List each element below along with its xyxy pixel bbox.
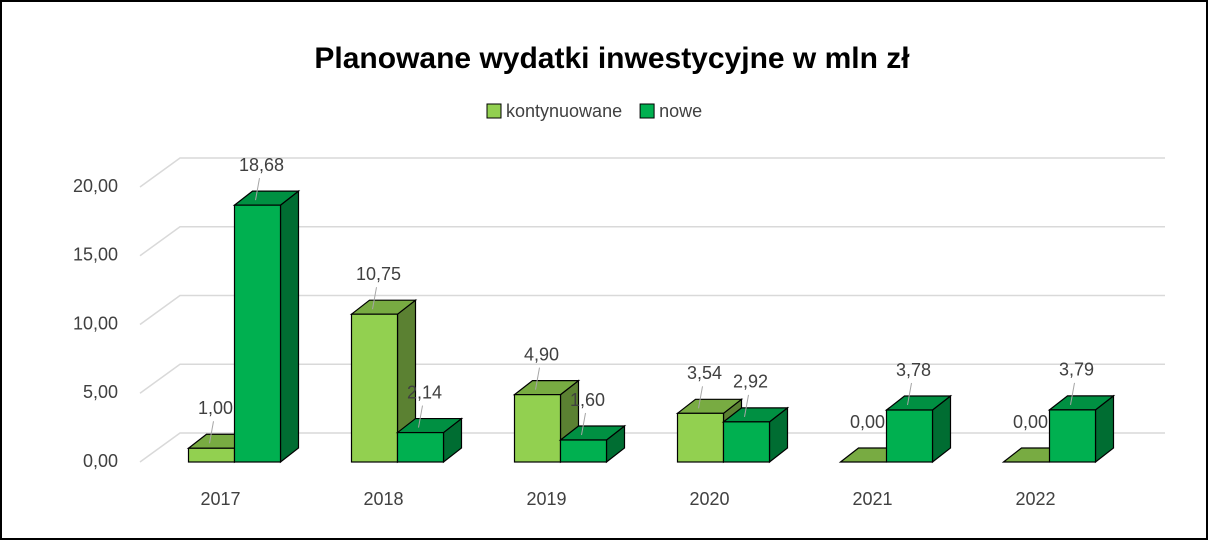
- x-tick-label: 2020: [689, 489, 729, 509]
- value-label: 2,14: [407, 382, 442, 402]
- legend-swatch: [639, 103, 655, 119]
- x-tick-label: 2018: [363, 489, 403, 509]
- x-tick-label: 2017: [200, 489, 240, 509]
- leader-line: [698, 386, 703, 409]
- value-label: 10,75: [356, 264, 401, 284]
- bar: [232, 189, 301, 464]
- grid-line: [139, 294, 1165, 326]
- legend-label: kontynuowane: [506, 101, 622, 121]
- legend-swatch: [486, 103, 502, 119]
- bar-front: [1048, 409, 1097, 463]
- bar-side: [279, 189, 300, 464]
- bar: [884, 394, 953, 464]
- bar-front: [396, 431, 445, 463]
- value-label: 0,00: [850, 412, 885, 432]
- bar: [721, 406, 790, 464]
- bar-front: [187, 447, 236, 463]
- leader-line: [744, 394, 749, 417]
- bar-front: [722, 421, 771, 463]
- leader-line: [581, 412, 586, 436]
- leader-line: [372, 287, 377, 310]
- bar: [558, 424, 627, 464]
- value-label: 0,00: [1013, 412, 1048, 432]
- leader-line: [418, 405, 423, 428]
- grid-line: [139, 226, 1165, 257]
- bar: [395, 417, 464, 464]
- x-tick-label: 2021: [852, 489, 892, 509]
- grid-line: [139, 432, 1165, 463]
- y-tick-label: 10,00: [73, 313, 118, 333]
- y-tick-label: 15,00: [73, 245, 118, 265]
- legend-label: nowe: [659, 101, 702, 121]
- value-label: 1,60: [570, 390, 605, 410]
- x-tick-label: 2019: [526, 489, 566, 509]
- leader-line: [907, 382, 912, 406]
- y-tick-label: 0,00: [83, 451, 118, 471]
- leader-line: [255, 178, 260, 201]
- value-label: 4,90: [524, 344, 559, 364]
- value-label: 1,00: [198, 398, 233, 418]
- bar-front: [559, 439, 608, 463]
- value-label: 18,68: [239, 155, 284, 175]
- value-label: 3,79: [1059, 360, 1094, 380]
- leader-line: [535, 367, 540, 390]
- value-label: 3,78: [896, 360, 931, 380]
- x-tick-label: 2022: [1015, 489, 1055, 509]
- leader-line: [209, 421, 214, 444]
- bar-front: [233, 204, 282, 463]
- leader-line: [1070, 382, 1075, 405]
- bar: [1047, 394, 1116, 464]
- y-tick-label: 5,00: [83, 382, 118, 402]
- bar-front: [350, 313, 399, 463]
- value-label: 2,92: [733, 372, 768, 392]
- grid-line: [139, 363, 1165, 394]
- bar-front: [513, 394, 562, 463]
- bar-front: [885, 409, 934, 463]
- bar-front: [676, 412, 725, 463]
- grid-line: [139, 157, 1165, 188]
- value-label: 3,54: [687, 363, 722, 383]
- y-tick-label: 20,00: [73, 176, 118, 196]
- chart-title: Planowane wydatki inwestycyjne w mln zł: [314, 42, 910, 75]
